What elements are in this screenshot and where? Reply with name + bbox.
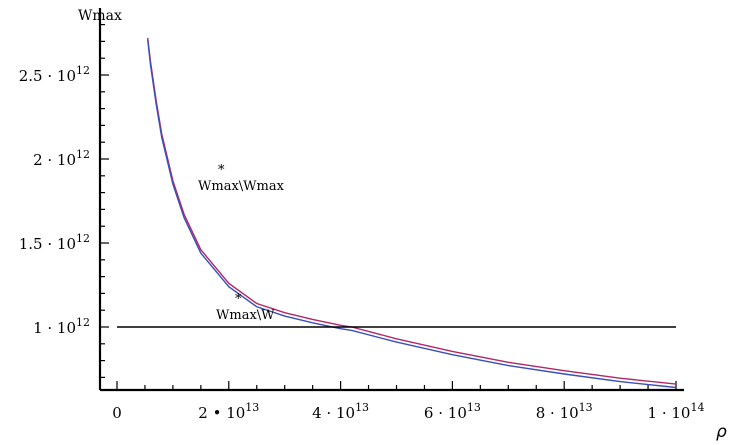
y-tick-label-base: 1 · 10 [33,319,76,337]
y-tick-label-exponent: 12 [76,64,90,77]
x-tick-label-exponent: 13 [355,401,369,414]
x-tick-label: 6 · 1013 [424,401,481,422]
x-tick-label: 0 [112,404,122,422]
y-tick-label-exponent: 12 [76,148,90,161]
x-tick-label-exponent: 13 [245,401,259,414]
x-tick-label: 4 · 1013 [312,401,369,422]
x-tick-label-exponent: 14 [690,401,704,414]
x-tick-label-base: 1 · 10 [648,404,691,422]
y-tick-label-exponent: 12 [76,316,90,329]
x-tick-label: 1 · 1014 [648,401,705,422]
series-annotation: Wmax\W [216,308,275,323]
annotation-star: * [218,163,225,178]
y-tick-label: 2 · 1012 [33,148,90,169]
axes [98,8,684,392]
x-tick-label-base: 2 • 10 [198,404,245,422]
x-tick-label-base: 4 · 10 [312,404,355,422]
y-tick-label-exponent: 12 [76,232,90,245]
x-tick-label: 2 • 1013 [198,401,259,422]
x-tick-label-base: 8 · 10 [536,404,579,422]
x-tick-label-exponent: 13 [579,401,593,414]
series-annotation: Wmax\Wmax [198,179,285,194]
x-tick-label-base: 6 · 10 [424,404,467,422]
x-tick-label-exponent: 13 [467,401,481,414]
series-line-wmax-over-w [147,39,677,389]
y-tick-label: 1 · 1012 [33,316,90,337]
y-tick-label-base: 2.5 · 10 [19,67,76,85]
y-axis-label: Wmax [78,8,122,24]
x-tick-label-base: 0 [112,404,122,422]
annotation-star: * [235,292,242,307]
y-tick-label-base: 1.5 · 10 [19,235,76,253]
series-layer [117,37,677,389]
series-line-wmax-star-over-wmax [147,37,677,385]
y-tick-label: 2.5 · 1012 [19,64,90,85]
x-axis-label: ρ [716,422,727,442]
y-tick-label-base: 2 · 10 [33,151,76,169]
x-tick-label: 8 · 1013 [536,401,593,422]
y-tick-label: 1.5 · 1012 [19,232,90,253]
